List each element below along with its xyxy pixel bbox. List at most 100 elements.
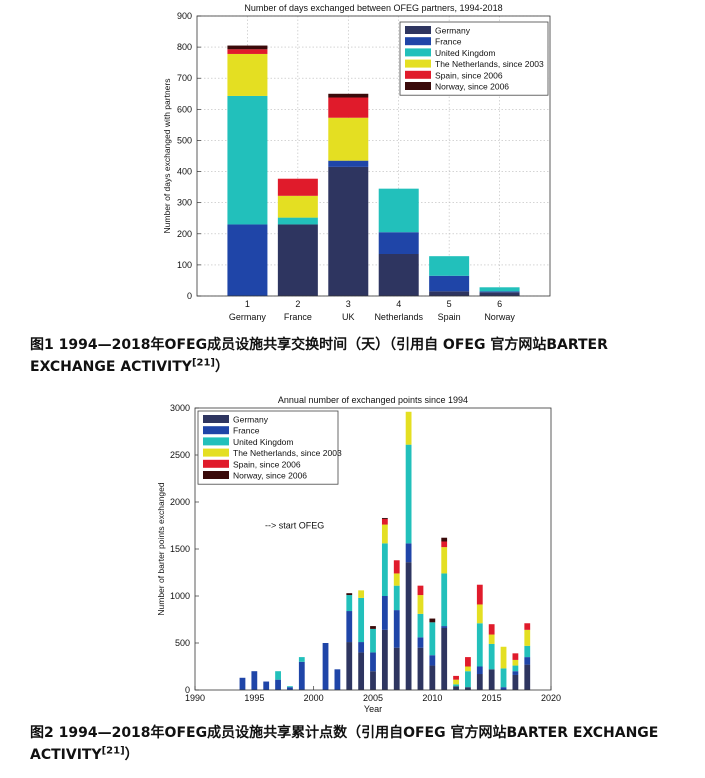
fig1-legend-label-spain-since-2006: Spain, since 2006 xyxy=(435,70,503,80)
fig2-bar-the-netherlands-since-2003-2004 xyxy=(358,590,365,598)
fig1-ytick-label: 500 xyxy=(177,135,192,145)
fig1-legend-label-france: France xyxy=(435,37,462,47)
fig2-legend-label-france: France xyxy=(233,426,260,436)
fig1-bar-germany-spain xyxy=(429,291,470,296)
fig1-legend-swatch-the-netherlands-since-2003 xyxy=(405,59,431,68)
fig2-bar-the-netherlands-since-2003-2011 xyxy=(441,547,448,574)
fig1-legend-swatch-spain-since-2006 xyxy=(405,70,431,79)
fig2-ytick-label: 0 xyxy=(185,685,190,695)
fig2-bar-the-netherlands-since-2003-2013 xyxy=(465,666,471,672)
fig1-bar-united-kingdom-netherlands xyxy=(378,188,419,233)
fig2-bar-france-2009 xyxy=(417,637,424,648)
fig2-bar-united-kingdom-1997 xyxy=(275,671,281,680)
fig2-bar-france-2006 xyxy=(381,596,388,630)
fig2-annotation: --> start OFEG xyxy=(265,520,324,530)
fig2-bar-france-2008 xyxy=(405,543,412,563)
fig1-ytick-label: 300 xyxy=(177,198,192,208)
fig2-bar-france-1995 xyxy=(251,671,258,690)
fig2-ytick-label: 500 xyxy=(175,638,190,648)
fig1-xtick-label: 6 xyxy=(497,299,502,309)
fig2-bar-germany-2009 xyxy=(417,647,424,690)
fig2-plot-frame xyxy=(194,407,552,691)
fig2-bar-united-kingdom-2009 xyxy=(417,613,424,638)
fig2-bar-spain-since-2006-2015 xyxy=(488,624,495,635)
fig2-bar-the-netherlands-since-2003-2017 xyxy=(512,659,519,666)
figure-1-caption-tail: ） xyxy=(215,359,229,375)
fig2-xtick-label: 2010 xyxy=(422,693,442,703)
fig2-bar-france-2007 xyxy=(393,610,400,648)
fig2-xtick-label: 2000 xyxy=(304,693,324,703)
fig2-bar-norway-since-2006-2011 xyxy=(441,537,448,542)
fig2-legend-label-the-netherlands-since-2003: The Netherlands, since 2003 xyxy=(233,448,342,458)
fig1-bar-united-kingdom-france xyxy=(277,217,318,225)
fig2-bar-united-kingdom-2014 xyxy=(476,623,483,667)
fig2-bar-spain-since-2006-2012 xyxy=(453,675,459,680)
fig1-bar-united-kingdom-germany xyxy=(227,95,268,225)
fig1-ytick-label: 200 xyxy=(177,229,192,239)
fig1-bar-germany-netherlands xyxy=(378,254,419,296)
fig1-xtick-label: 5 xyxy=(447,299,452,309)
fig2-bar-norway-since-2006-2010 xyxy=(429,618,436,623)
fig1-bar-france-germany xyxy=(227,224,268,296)
fig1-legend-label-the-netherlands-since-2003: The Netherlands, since 2003 xyxy=(435,59,544,69)
fig1-category-name: France xyxy=(284,312,312,322)
fig2-bar-france-1996 xyxy=(263,681,270,690)
fig2-bar-the-netherlands-since-2003-2008 xyxy=(405,411,412,445)
fig2-xtick-label: 2005 xyxy=(363,693,383,703)
fig2-bar-the-netherlands-since-2003-2014 xyxy=(476,604,483,624)
fig2-bar-germany-2005 xyxy=(370,671,376,690)
fig2-bar-spain-since-2006-2013 xyxy=(465,657,471,667)
fig2-bar-the-netherlands-since-2003-2015 xyxy=(488,634,495,644)
figure-2-caption-ref: [21] xyxy=(101,745,125,757)
fig1-bar-spain-since-2006-germany xyxy=(227,49,268,54)
fig1-bar-the-netherlands-since-2003-france xyxy=(277,195,318,218)
figure-1-svg: 0 100 200 300 400 500 600 700 800 900 1 Germany 2 Fra… xyxy=(162,3,551,322)
fig2-bar-spain-since-2006-2007 xyxy=(393,560,400,574)
fig2-bar-germany-2008 xyxy=(405,562,412,690)
fig2-bar-france-2003 xyxy=(346,611,353,643)
fig2-ytick-label: 2000 xyxy=(170,497,190,507)
fig1-bar-france-spain xyxy=(429,275,470,292)
fig1-bar-germany-france xyxy=(277,224,318,296)
fig1-plot-frame xyxy=(196,15,551,297)
figure-1-chart: 0 100 200 300 400 500 600 700 800 900 1 Germany 2 Fra… xyxy=(0,0,705,330)
figure-2-caption-text: 图2 1994—2018年OFEG成员设施共享累计点数（引用自OFEG 官方网站… xyxy=(30,725,659,763)
fig1-bar-norway-since-2006-uk xyxy=(328,93,369,98)
fig1-bar-france-uk xyxy=(328,160,369,167)
figure-2-caption: 图2 1994—2018年OFEG成员设施共享累计点数（引用自OFEG 官方网站… xyxy=(30,722,690,766)
fig2-legend-label-norway-since-2006: Norway, since 2006 xyxy=(233,471,307,481)
fig1-bar-norway-since-2006-germany xyxy=(227,45,268,50)
fig2-bar-france-2001 xyxy=(322,643,329,690)
fig1-bar-spain-since-2006-france xyxy=(277,178,318,196)
fig2-bar-france-2016 xyxy=(500,687,507,690)
fig1-ytick-label: 700 xyxy=(177,73,192,83)
fig2-bar-germany-2007 xyxy=(393,647,400,690)
fig2-xlabel: Year xyxy=(364,704,382,714)
fig2-bar-united-kingdom-2013 xyxy=(465,671,471,688)
fig2-bar-the-netherlands-since-2003-2012 xyxy=(453,679,459,685)
fig1-category-name: Norway xyxy=(484,312,515,322)
fig2-legend-label-spain-since-2006: Spain, since 2006 xyxy=(233,459,301,469)
fig2-bar-germany-2012 xyxy=(453,686,459,690)
fig1-ytick-label: 600 xyxy=(177,104,192,114)
fig2-bar-france-2004 xyxy=(358,642,365,653)
fig2-xtick-label: 1995 xyxy=(244,693,264,703)
fig2-bar-spain-since-2006-2009 xyxy=(417,585,424,596)
fig1-bar-france-norway xyxy=(479,291,520,293)
fig2-bar-spain-since-2006-2014 xyxy=(476,584,483,605)
fig1-category-name: Spain xyxy=(438,312,461,322)
fig2-bar-germany-2010 xyxy=(429,665,436,690)
fig2-bar-spain-since-2006-2006 xyxy=(381,518,388,525)
fig1-bar-germany-uk xyxy=(328,166,369,296)
fig1-legend-label-norway-since-2006: Norway, since 2006 xyxy=(435,82,509,92)
figure-1-caption: 图1 1994—2018年OFEG成员设施共享交换时间（天）（引用自 OFEG … xyxy=(30,334,690,378)
fig2-ylabel: Number of barter points exchanged xyxy=(156,482,166,616)
fig2-legend-label-united-kingdom: United Kingdom xyxy=(233,437,293,447)
fig2-legend-swatch-france xyxy=(203,426,229,435)
fig2-bar-united-kingdom-2015 xyxy=(488,643,495,670)
fig1-legend-swatch-france xyxy=(405,37,431,46)
fig2-bar-united-kingdom-2005 xyxy=(370,628,376,653)
fig2-bar-united-kingdom-2016 xyxy=(500,668,507,688)
fig2-bar-united-kingdom-2018 xyxy=(524,645,531,658)
fig2-bar-germany-2006 xyxy=(381,629,388,690)
